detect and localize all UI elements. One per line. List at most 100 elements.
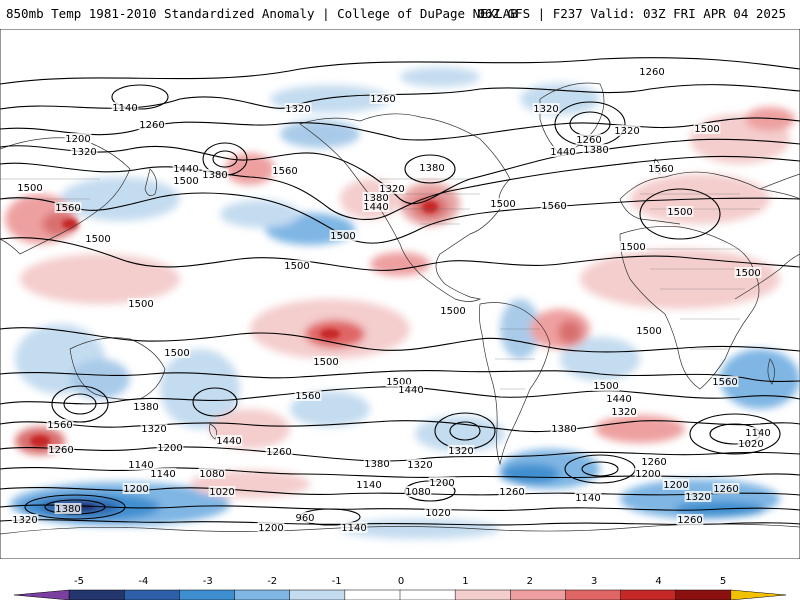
contour-label: 1380 [363,193,388,204]
contour-label: 1260 [576,135,601,146]
contour-label-bg [489,198,517,209]
map-title: 850mb Temp 1981-2010 Standardized Anomal… [6,6,518,21]
contour-label: 1320 [379,184,404,195]
anomaly-colorbar: -5 -4 -3 -2 -1 0 1 2 3 4 5 [13,576,787,600]
contour-label: 1440 [606,394,631,405]
contour-label-bg [447,445,475,456]
contour-label-bg [498,486,526,497]
contour-label: 1200 [663,480,688,491]
contour-label-bg [355,479,383,490]
contour-label: 1020 [209,487,234,498]
colorbar-tick-label: -2 [267,576,277,587]
contour-label: 1260 [266,447,291,458]
contour-label: 1140 [150,469,175,480]
contour-label-bg [294,390,322,401]
contour-label-bg [284,103,312,114]
contour-label: 1200 [429,478,454,489]
contour-label-bg [362,201,390,212]
colorbar-tick-label: 4 [655,576,661,587]
colorbar-segment [179,589,236,600]
contour-label: 1500 [620,242,645,253]
colorbar-segments [13,589,787,600]
model-run-info: 06Z GFS | F237 Valid: 03Z FRI APR 04 202… [477,6,786,21]
contour-label-bg [734,267,762,278]
contour-label-bg [271,165,299,176]
colorbar-segment [289,589,346,600]
contour-label-bg [369,93,397,104]
colorbar-segment [565,589,622,600]
contour-label: 1140 [356,480,381,491]
contour-label: 1320 [285,104,310,115]
contour-label-bg [549,146,577,157]
contour-label: 1500 [17,183,42,194]
contour-label-bg [54,503,82,514]
contour-label: 1560 [541,201,566,212]
contour-label: 1560 [648,164,673,175]
contour-label-bg [550,423,578,434]
contour-label: 1380 [583,145,608,156]
contour-label: 1320 [71,147,96,158]
contour-label-bg [362,192,390,203]
contour-label-bg [666,206,694,217]
contour-label-bg [662,479,690,490]
contour-label-bg [397,384,425,395]
contour-label: 1260 [48,445,73,456]
south-america-outline [478,302,551,466]
contour-label: 1140 [128,460,153,471]
colorbar-tick-label: 3 [591,576,597,587]
contour-label-bg [70,146,98,157]
contour-label: 1200 [635,469,660,480]
contour-label-bg [283,260,311,271]
contour-label: 1500 [490,199,515,210]
contour-label: 1440 [550,147,575,158]
contour-label-bg [635,325,663,336]
colorbar-segment [454,589,512,600]
contour-label: 1140 [112,103,137,114]
contour-label: 1440 [363,202,388,213]
contour-label-bg [634,468,662,479]
colorbar-segment [68,589,126,600]
contour-label: 1260 [677,515,702,526]
contour-label: 1500 [735,268,760,279]
greenland-outline [539,82,605,155]
contour-label: 1380 [364,459,389,470]
contour-label: 1320 [12,515,37,526]
contour-label-bg [638,66,666,77]
coastlines [0,82,800,535]
contour-label: 1500 [330,231,355,242]
europe-outline [619,171,800,225]
contour-label: 1560 [295,391,320,402]
contour-label-bg [138,119,166,130]
contour-label: 1320 [448,446,473,457]
contour-label-bg [592,380,620,391]
contour-label-bg [156,442,184,453]
contour-label-bg [265,446,293,457]
contour-label: 1440 [173,164,198,175]
colorbar-segment [234,589,291,600]
contour-label: 1320 [141,424,166,435]
contour-label-bg [574,492,602,503]
contour-label-bg [540,200,568,211]
contour-label: 1560 [712,377,737,388]
contour-label: 1440 [216,436,241,447]
contour-label: 1380 [419,163,444,174]
contour-label: 1440 [398,385,423,396]
new-zealand-outline [209,423,217,440]
contour-label: 1560 [47,420,72,431]
contour-label: 1080 [405,487,430,498]
contour-label: 1080 [199,469,224,480]
contour-label-bg [201,169,229,180]
contour-label: 1140 [745,428,770,439]
contour-label: 1260 [499,487,524,498]
contour-label-bg [16,182,44,193]
contour-label: 1500 [284,261,309,272]
contour-label-bg [647,163,675,174]
contour-label-bg [744,427,772,438]
contour-label-bg [439,305,467,316]
contour-label-bg [64,133,92,144]
colorbar-tick-label: 2 [527,576,533,587]
north-america-outline [299,113,511,302]
contour-label-bg [111,102,139,113]
contour-label: 1260 [641,457,666,468]
